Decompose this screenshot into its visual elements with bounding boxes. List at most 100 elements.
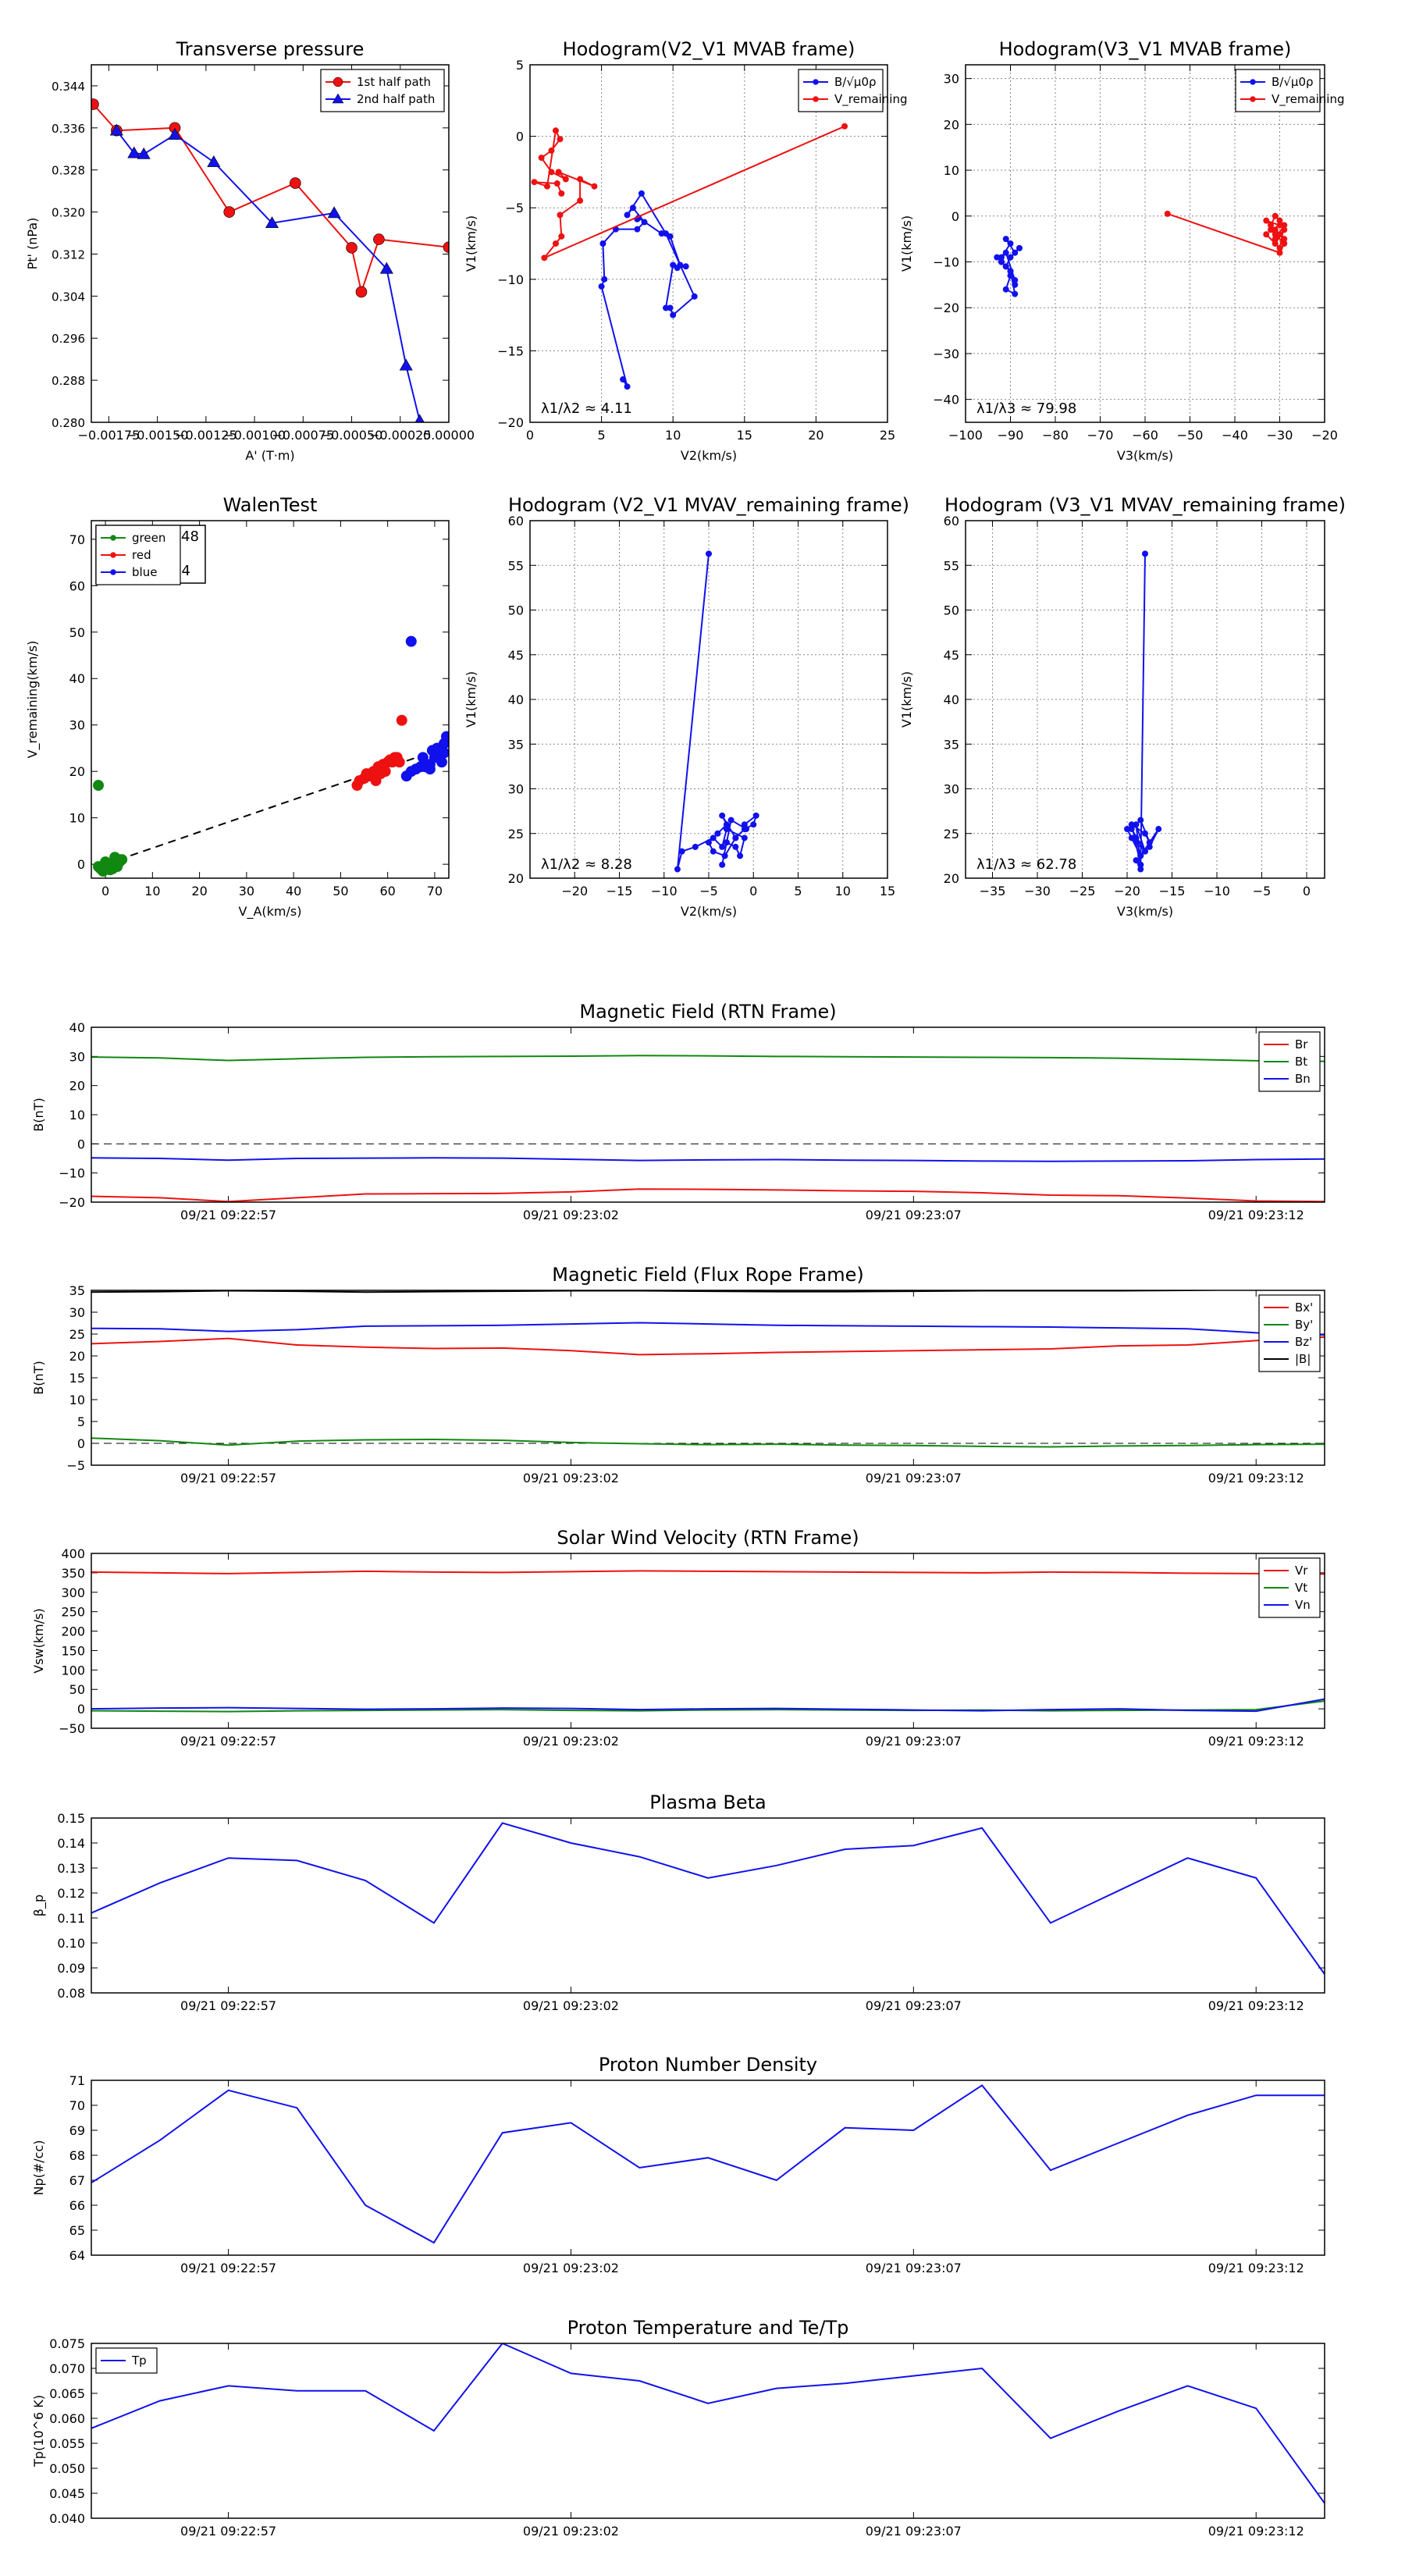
data-point [1272, 212, 1279, 219]
y-tick-label: −40 [933, 393, 959, 407]
legend-label: By' [1295, 1318, 1313, 1332]
ratio-annotation: λ1/λ3 ≈ 79.98 [976, 400, 1076, 417]
data-point [557, 212, 564, 219]
x-axis-label: A' (T·m) [245, 448, 294, 463]
y-tick-label: 5 [77, 1414, 85, 1429]
x-axis-label: V3(km/s) [1117, 904, 1173, 919]
data-point [1002, 236, 1009, 243]
x-tick-label: −100 [948, 428, 983, 443]
y-tick-label: 100 [61, 1663, 85, 1678]
data-point [670, 262, 677, 269]
data-point [719, 861, 726, 868]
plot-area [91, 2343, 1325, 2504]
y-tick-label: 25 [69, 1327, 85, 1342]
legend-label: B/√μ0ρ [834, 75, 877, 89]
x-tick-label: −70 [1087, 428, 1114, 443]
y-tick-label: 0.288 [52, 374, 85, 388]
series-line-by- [91, 1437, 1325, 1448]
data-point [1263, 231, 1270, 238]
legend-label: Vn [1295, 1598, 1311, 1612]
x-tick-label: −5 [699, 884, 718, 898]
data-point [1128, 834, 1135, 841]
chart-title: Hodogram(V3_V1 MVAB frame) [999, 38, 1292, 60]
x-tick-label: 09/21 09:23:12 [1208, 1734, 1304, 1749]
y-tick-label: 0.11 [57, 1911, 85, 1926]
x-axis-label: V2(km/s) [681, 448, 737, 463]
data-point [1124, 826, 1130, 833]
chart-title: Solar Wind Velocity (RTN Frame) [557, 1527, 859, 1549]
y-tick-label: 50 [508, 603, 524, 618]
data-point [1012, 249, 1019, 256]
y-axis-label: Vsw(km/s) [31, 1608, 46, 1673]
x-tick-label: 09/21 09:23:12 [1208, 1471, 1304, 1485]
x-tick-label: −15 [606, 884, 633, 898]
axes-frame [965, 64, 1325, 423]
y-tick-label: 20 [508, 871, 524, 886]
legend-marker [813, 96, 819, 102]
x-tick-label: 09/21 09:23:07 [866, 1208, 962, 1222]
data-point [667, 233, 674, 240]
data-point [91, 98, 99, 110]
y-tick-label: 20 [944, 871, 959, 886]
data-point [591, 183, 598, 190]
y-tick-label: 67 [69, 2173, 85, 2188]
data-point [624, 212, 631, 219]
data-point [710, 834, 717, 841]
y-tick-label: 45 [944, 648, 959, 663]
legend-label: Vt [1295, 1581, 1307, 1595]
data-point [552, 127, 559, 134]
x-tick-label: 10 [665, 428, 681, 443]
y-tick-label: 30 [69, 1049, 85, 1064]
series-line-2nd-half-path [116, 130, 421, 422]
x-tick-label: 0 [1303, 884, 1311, 898]
data-point [1007, 254, 1014, 261]
data-point [629, 205, 636, 212]
y-tick-label: 35 [508, 737, 524, 752]
ratio-annotation: λ1/λ2 ≈ 8.28 [541, 856, 632, 873]
x-tick-label: −10 [1204, 884, 1230, 898]
y-tick-label: 55 [944, 558, 959, 573]
data-point [1155, 826, 1162, 833]
x-tick-label: 0 [749, 884, 757, 898]
y-tick-label: 0.055 [49, 2436, 85, 2451]
plot-area [531, 123, 848, 390]
y-tick-label: 0 [77, 1702, 85, 1717]
legend-marker [110, 535, 116, 541]
y-tick-label: 0.320 [52, 206, 85, 220]
data-point [598, 283, 605, 290]
chart-ts3: Solar Wind Velocity (RTN Frame) 09/21 09:… [31, 1527, 1325, 1749]
ratio-annotation: λ1/λ2 ≈ 4.11 [541, 400, 632, 417]
y-tick-label: 30 [69, 718, 85, 733]
chart-title: Magnetic Field (RTN Frame) [579, 1001, 836, 1023]
y-tick-label: −30 [933, 347, 959, 361]
y-axis-label: B(nT) [31, 1098, 46, 1131]
x-tick-label: −20 [561, 884, 588, 898]
data-point [543, 183, 550, 190]
data-point [1281, 236, 1288, 243]
data-point [375, 768, 386, 780]
x-tick-label: 09/21 09:22:57 [180, 1208, 276, 1222]
x-tick-label: −0.00125 [175, 428, 237, 443]
legend-marker [333, 76, 343, 87]
legend-label: Bn [1295, 1072, 1311, 1086]
data-point [414, 414, 425, 422]
x-tick-label: 09/21 09:23:12 [1208, 2261, 1304, 2275]
x-tick-label: 09/21 09:23:07 [866, 1998, 962, 2013]
data-point [732, 834, 739, 841]
y-tick-label: −20 [59, 1195, 85, 1210]
chart-title: Hodogram (V3_V1 MVAV_remaining frame) [944, 494, 1346, 516]
chart-h1: Hodogram(V2_V1 MVAB frame) 0 5 10 15 20 25 −20 −… [464, 38, 908, 463]
x-tick-label: 09/21 09:23:07 [866, 2261, 962, 2275]
y-tick-label: 35 [944, 737, 959, 752]
data-point [706, 839, 712, 846]
x-tick-label: 10 [835, 884, 851, 898]
x-axis-label: V_A(km/s) [239, 904, 302, 920]
y-tick-label: 0.065 [49, 2386, 85, 2401]
data-point [1272, 236, 1279, 243]
plot-area [994, 210, 1288, 297]
data-point [1276, 231, 1283, 238]
data-point [1137, 817, 1144, 824]
x-tick-label: 09/21 09:23:02 [523, 1471, 619, 1485]
x-tick-label: −5 [1253, 884, 1272, 898]
chart-title: Hodogram (V2_V1 MVAV_remaining frame) [508, 494, 909, 516]
